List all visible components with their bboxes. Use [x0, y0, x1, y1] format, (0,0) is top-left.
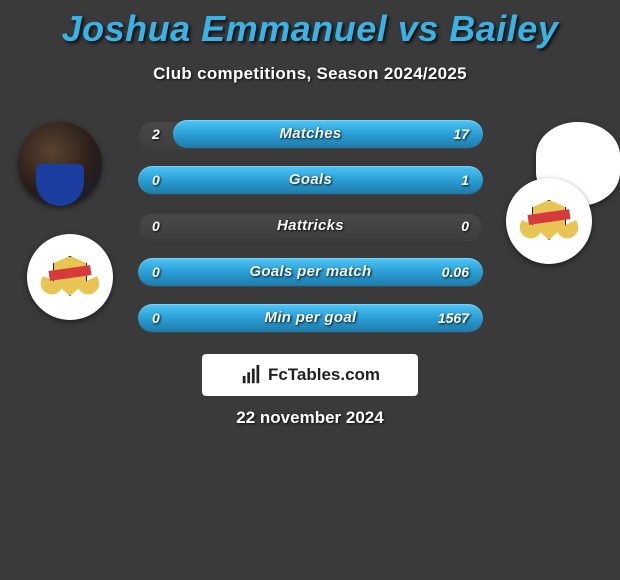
crest-icon [43, 250, 97, 304]
crest-icon [522, 194, 576, 248]
stat-right-value: 1 [461, 166, 469, 194]
stat-label: Min per goal [138, 304, 483, 332]
subtitle: Club competitions, Season 2024/2025 [0, 64, 620, 84]
stat-right-value: 0.06 [442, 258, 469, 286]
stat-row-min-per-goal: 0 Min per goal 1567 [138, 304, 483, 332]
page-title: Joshua Emmanuel vs Bailey [0, 0, 620, 50]
stat-right-value: 17 [453, 120, 469, 148]
stat-right-value: 1567 [438, 304, 469, 332]
stats-panel: 2 Matches 17 0 Goals 1 0 Hattricks 0 0 G… [138, 120, 483, 350]
bar-chart-icon [240, 364, 262, 386]
stat-label: Goals [138, 166, 483, 194]
stat-label: Goals per match [138, 258, 483, 286]
stat-row-goals-per-match: 0 Goals per match 0.06 [138, 258, 483, 286]
stat-row-goals: 0 Goals 1 [138, 166, 483, 194]
stat-label: Hattricks [138, 212, 483, 240]
club-crest-2 [506, 178, 592, 264]
stat-label: Matches [138, 120, 483, 148]
club-crest-1 [27, 234, 113, 320]
date-label: 22 november 2024 [0, 408, 620, 428]
stat-row-hattricks: 0 Hattricks 0 [138, 212, 483, 240]
branding-text: FcTables.com [268, 365, 380, 385]
joshua-emmanuel-avatar [18, 122, 102, 206]
branding-badge: FcTables.com [202, 354, 418, 396]
stat-row-matches: 2 Matches 17 [138, 120, 483, 148]
stat-right-value: 0 [461, 212, 469, 240]
